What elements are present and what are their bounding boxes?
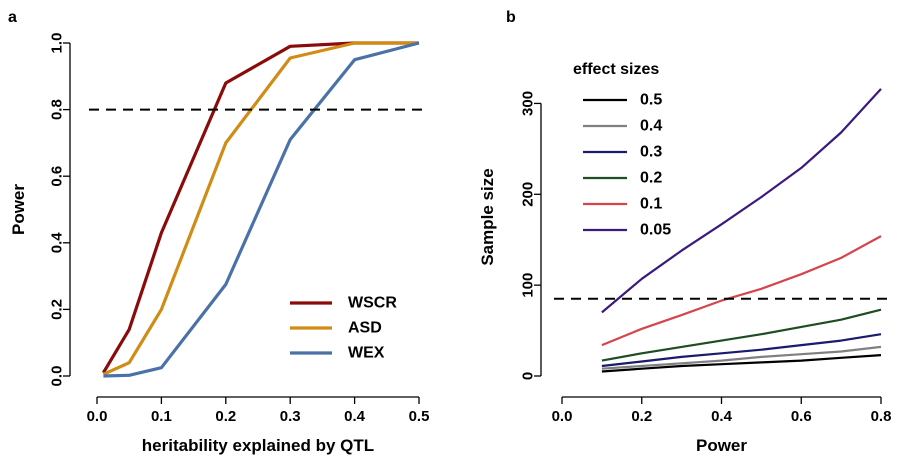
panel-b-legend-label: 0.3 bbox=[640, 144, 662, 161]
panel-b-legend-label: 0.4 bbox=[640, 118, 662, 135]
panel-a-x-tick-label: 0.5 bbox=[409, 408, 430, 425]
panel-b-series-line-0.1 bbox=[601, 235, 882, 347]
panel-b-x-tick-label: 0.6 bbox=[791, 408, 812, 425]
panel-b-label: b bbox=[506, 9, 516, 26]
panel-a-series-line-ASD bbox=[102, 41, 419, 376]
panel-b-legend-label: 0.1 bbox=[640, 196, 662, 213]
panel-a-series-line-WEX bbox=[103, 41, 420, 378]
panel-b-legend-title: effect sizes bbox=[573, 61, 659, 78]
panel-a-legend-label: ASD bbox=[348, 320, 382, 337]
panel-b-x-tick-label: 0.0 bbox=[552, 408, 573, 425]
panel-a-x-tick-label: 0.1 bbox=[151, 408, 172, 425]
chart-panel-a: 0.0 0.2 0.4 0.6 0.8 1.0 0.0 0.1 0.2 0.3 0.4 0.5 heri… bbox=[9, 33, 429, 455]
panel-b-x-axis-label: Power bbox=[696, 436, 747, 455]
panel-b-series-line-0.5 bbox=[601, 354, 882, 373]
panel-a-y-tick-label: 0.4 bbox=[49, 232, 66, 254]
panel-a-x-tick-label: 0.2 bbox=[215, 408, 236, 425]
panel-a-y-tick-label: 0.0 bbox=[49, 366, 66, 387]
panel-b-y-axis-label: Sample size bbox=[478, 168, 497, 265]
panel-b-y-tick-label: 200 bbox=[520, 182, 537, 207]
panel-b-series-line-0.4 bbox=[601, 345, 882, 370]
panel-a-legend-label: WEX bbox=[348, 345, 385, 362]
panel-b-x-tick-label: 0.8 bbox=[871, 408, 892, 425]
panel-a-x-tick-label: 0.3 bbox=[280, 408, 301, 425]
panel-a-legend-label: WSCR bbox=[348, 295, 397, 312]
panel-a-x-axis-label: heritability explained by QTL bbox=[142, 436, 374, 455]
panel-a-x-tick-label: 0.0 bbox=[87, 408, 108, 425]
panel-b-series-line-0.3 bbox=[601, 333, 882, 368]
panel-b-x-tick-label: 0.2 bbox=[631, 408, 652, 425]
panel-a-y-tick-label: 0.8 bbox=[49, 99, 66, 120]
chart-panel-b: 0 100 200 300 0.0 0.2 0.4 0.6 0.8 Power Sample siz… bbox=[478, 61, 891, 455]
panel-b-y-tick-label: 100 bbox=[520, 273, 537, 298]
panel-b-legend-label: 0.5 bbox=[640, 92, 662, 109]
panel-a-y-tick-label: 1.0 bbox=[49, 33, 66, 54]
panel-a-y-axis-label: Power bbox=[9, 184, 28, 235]
panel-b-legend-label: 0.05 bbox=[640, 222, 671, 239]
panel-b-legend-label: 0.2 bbox=[640, 170, 662, 187]
panel-b-series-line-0.2 bbox=[601, 308, 882, 362]
panel-a-label: a bbox=[8, 9, 17, 26]
panel-a-y-tick-label: 0.6 bbox=[49, 166, 66, 187]
panel-b-y-tick-label: 0 bbox=[520, 372, 537, 380]
panel-b-x-tick-label: 0.4 bbox=[711, 408, 733, 425]
panel-b-y-tick-label: 300 bbox=[520, 91, 537, 116]
panel-a-x-tick-label: 0.4 bbox=[344, 408, 366, 425]
panel-b-series-line-0.05 bbox=[601, 88, 882, 314]
panel-a-y-tick-label: 0.2 bbox=[49, 299, 66, 320]
